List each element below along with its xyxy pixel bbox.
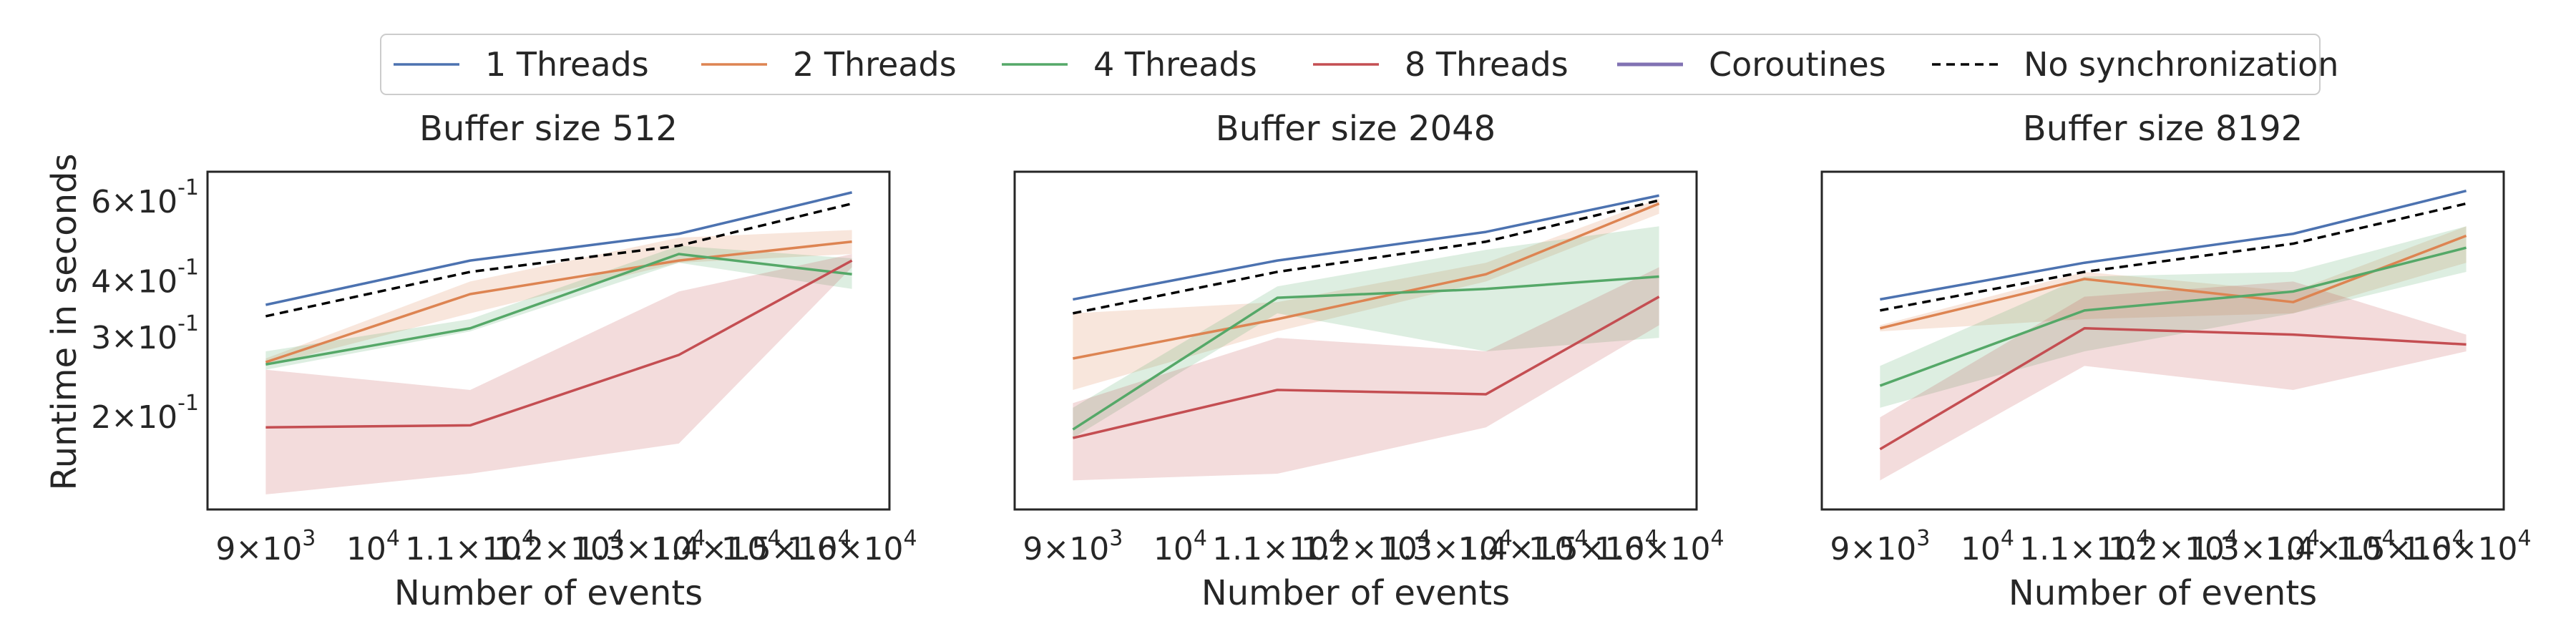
legend-entry-no-synchronization: No synchronization [1932, 45, 2338, 84]
legend-entry-4-threads: 4 Threads [1002, 45, 1257, 84]
x-tick-label: 1.5×104 [721, 526, 852, 567]
series-line-8-threads [1072, 296, 1660, 439]
legend-entry-8-threads: 8 Threads [1313, 45, 1568, 84]
x-tick-label: 1.2×104 [2108, 526, 2238, 567]
y-tick-label: 3×10-1 [91, 311, 199, 356]
legend-label-8-threads: 8 Threads [1405, 45, 1568, 84]
x-tick-label: 9×103 [1023, 526, 1123, 567]
series-line-no-synchronization [265, 202, 852, 318]
x-tick-label: 1.3×104 [1382, 526, 1513, 567]
series-line-1-threads [1880, 190, 2467, 301]
legend-label-2-threads: 2 Threads [793, 45, 957, 84]
x-tick-label: 1.4×104 [650, 526, 781, 567]
x-tick-label: 104 [1961, 526, 2014, 567]
x-tick-label: 1.1×104 [2019, 526, 2150, 567]
x-axis-label: Number of events [394, 573, 703, 613]
series-line-4-threads [1072, 275, 1659, 431]
x-tick-label: 1.1×104 [405, 526, 535, 567]
legend-label-no-synchronization: No synchronization [2024, 45, 2338, 84]
y-tick-label: 6×10-1 [91, 175, 199, 220]
panel-title: Buffer size 2048 [1216, 109, 1496, 149]
x-tick-label: 1.2×104 [494, 526, 624, 567]
panel-title: Buffer size 8192 [2023, 109, 2303, 149]
series-line-no-synchronization [1073, 199, 1659, 315]
band-8-threads [1073, 267, 1659, 481]
legend-label-4-threads: 4 Threads [1093, 45, 1257, 84]
band-8-threads [265, 254, 852, 494]
series-line-8-threads [265, 259, 853, 429]
legend: 1 Threads 2 Threads 4 Threads 8 Threads Coro… [380, 34, 2338, 95]
x-tick-label: 1.2×104 [1301, 526, 1431, 567]
band-2-threads [1880, 226, 2467, 332]
x-tick-label: 1.4×104 [1458, 526, 1588, 567]
legend-entry-coroutines: Coroutines [1617, 45, 1886, 84]
x-axis-label: Number of events [2009, 573, 2317, 613]
legend-label-1-threads: 1 Threads [485, 45, 649, 84]
x-tick-label: 1.4×104 [2265, 526, 2395, 567]
series-line-2-threads [265, 240, 852, 364]
y-tick-label: 2×10-1 [91, 391, 199, 436]
series-line-1-threads [1073, 194, 1659, 301]
x-tick-label: 1.3×104 [575, 526, 706, 567]
panel-1: Buffer size 512 9×103 104 1.1×1041.2×1041.3… [91, 109, 917, 613]
band-2-threads [265, 230, 852, 366]
plot-frame [206, 170, 891, 511]
plot-frame [1013, 170, 1698, 511]
x-tick-label: 1.3×104 [2190, 526, 2320, 567]
series-line-2-threads [1073, 202, 1660, 360]
x-tick-label: 104 [1153, 526, 1207, 567]
band-4-threads [1073, 226, 1659, 439]
x-axis-label: Number of events [1201, 573, 1510, 613]
x-tick-label: 1.6×104 [2401, 526, 2532, 567]
x-tick-label: 1.6×104 [1594, 526, 1724, 567]
series-line-8-threads [1879, 327, 2467, 451]
plot-frame [1820, 170, 2505, 511]
series-line-no-synchronization [1880, 202, 2467, 312]
series-line-4-threads [1879, 246, 2467, 387]
x-tick-label: 1.5×104 [1528, 526, 1659, 567]
x-tick-label: 1.1×104 [1212, 526, 1342, 567]
x-tick-label: 9×103 [215, 526, 316, 567]
x-tick-label: 9×103 [1830, 526, 1930, 567]
series-line-1-threads [265, 191, 852, 306]
legend-entry-1-threads: 1 Threads [394, 45, 649, 84]
legend-label-coroutines: Coroutines [1709, 45, 1886, 84]
panel-title: Buffer size 512 [419, 109, 678, 149]
legend-entry-2-threads: 2 Threads [701, 45, 957, 84]
x-tick-label: 104 [346, 526, 400, 567]
y-tick-label: 4×10-1 [91, 255, 199, 300]
series-line-4-threads [265, 253, 852, 366]
y-axis-label: Runtime in seconds [44, 154, 84, 491]
x-tick-label: 1.5×104 [2336, 526, 2466, 567]
x-tick-label: 1.6×104 [787, 526, 917, 567]
